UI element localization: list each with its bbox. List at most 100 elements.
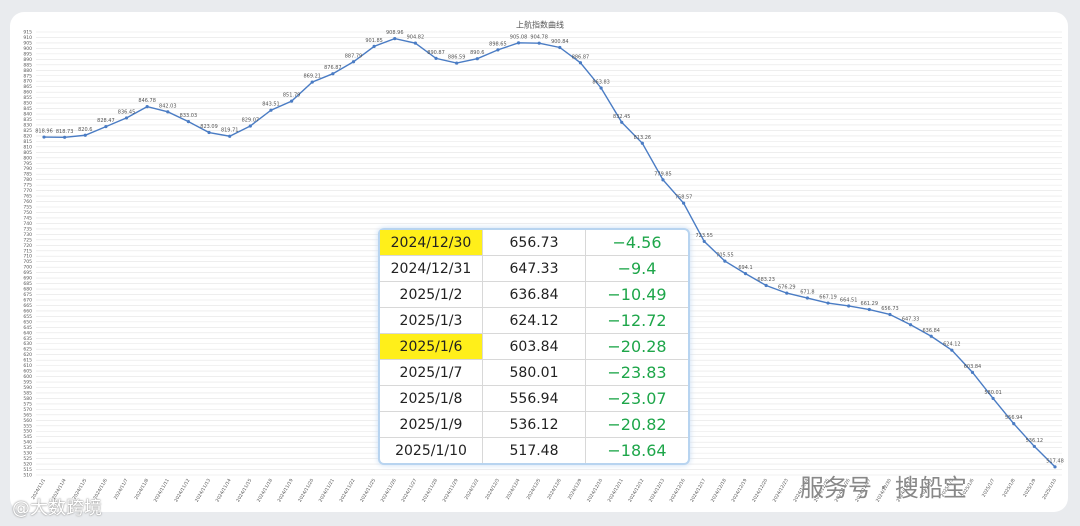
line	[43, 37, 1056, 468]
point	[888, 312, 892, 317]
table-cell: 647.33	[483, 256, 586, 281]
x-tick-label: 2024/11/27	[400, 478, 418, 504]
data-label: 694.1	[738, 265, 752, 271]
x-tick-label: 2024/11/26	[380, 478, 398, 504]
y-tick-label: 660	[23, 308, 32, 314]
y-tick-label: 580	[23, 396, 32, 402]
x-tick-label: 2024/12/9	[567, 478, 584, 501]
y-tick-label: 890	[23, 57, 32, 63]
y-tick-label: 830	[23, 122, 32, 128]
y-tick-label: 845	[23, 106, 32, 112]
y-tick-label: 770	[23, 188, 32, 194]
y-tick-label: 650	[23, 319, 32, 325]
y-tick-label: 840	[23, 112, 32, 118]
data-label: 905.08	[510, 34, 528, 40]
x-tick-label: 2024/11/11	[153, 478, 171, 504]
data-label: 828.47	[97, 118, 115, 124]
point	[826, 301, 830, 305]
y-tick-label: 645	[23, 325, 32, 331]
point	[166, 110, 170, 114]
data-label: 656.73	[881, 306, 899, 312]
data-label: 890.6	[470, 50, 484, 56]
point	[269, 108, 273, 112]
data-label: 898.65	[489, 41, 507, 47]
y-tick-label: 670	[23, 297, 32, 303]
x-tick-label: 2024/12/5	[525, 478, 542, 501]
point	[516, 41, 521, 45]
x-tick-label: 2025/1/7	[981, 478, 996, 499]
data-label: 876.87	[324, 65, 342, 71]
table-cell: −12.72	[607, 311, 667, 330]
data-label: 758.57	[675, 195, 693, 201]
y-tick-label: 735	[23, 226, 32, 232]
point	[785, 291, 789, 295]
data-label: 908.96	[386, 30, 404, 36]
x-tick-label: 2024/12/6	[546, 478, 563, 501]
y-tick-label: 740	[23, 221, 32, 227]
data-label: 705.55	[716, 253, 734, 259]
data-label: 517.48	[1046, 458, 1064, 464]
y-tick-label: 575	[23, 401, 32, 407]
x-tick-label: 2024/11/13	[194, 478, 212, 504]
data-label: 667.19	[819, 295, 837, 301]
table-row: 2025/1/2 636.84 −10.49	[380, 282, 688, 308]
point	[723, 259, 727, 263]
table-cell: 2025/1/6	[380, 334, 483, 359]
x-tick-label: 2024/12/12	[627, 478, 645, 504]
y-tick-label: 910	[23, 35, 32, 41]
x-tick-label: 2024/12/11	[607, 478, 625, 504]
table-row: 2025/1/8 556.94 −23.07	[380, 386, 688, 412]
data-label: 556.94	[1005, 415, 1023, 421]
y-tick-label: 850	[23, 101, 32, 107]
y-tick-label: 535	[23, 445, 32, 451]
y-tick-label: 835	[23, 117, 32, 123]
y-tick-label: 750	[23, 210, 32, 216]
y-tick-label: 550	[23, 429, 32, 435]
y-tick-label: 615	[23, 358, 32, 364]
x-tick-label: 2025/1/10	[1041, 478, 1058, 501]
y-tick-label: 765	[23, 194, 32, 200]
point	[289, 99, 294, 103]
y-tick-label: 685	[23, 281, 32, 287]
x-tick-label: 2024/12/10	[586, 478, 604, 504]
y-tick-label: 565	[23, 412, 32, 418]
y-tick-label: 775	[23, 183, 32, 189]
y-tick-label: 715	[23, 248, 32, 254]
table-cell: 603.84	[483, 334, 586, 359]
data-label: 842.03	[159, 103, 177, 109]
data-label: 818.73	[56, 129, 74, 135]
table-cell: −10.49	[607, 285, 667, 304]
data-label: 819.71	[221, 128, 239, 134]
point	[950, 348, 954, 352]
point	[558, 45, 562, 50]
x-tick-label: 2024/12/16	[668, 478, 686, 504]
data-label: 661.29	[861, 301, 879, 307]
x-tick-label: 2024/11/7	[113, 478, 130, 501]
table-cell: −23.07	[607, 389, 667, 408]
point	[537, 41, 541, 45]
point	[620, 120, 624, 124]
point	[1032, 444, 1036, 449]
point	[331, 72, 335, 76]
y-tick-label: 755	[23, 205, 32, 211]
point	[228, 134, 232, 138]
y-tick-label: 760	[23, 199, 32, 205]
y-tick-label: 610	[23, 363, 32, 369]
point	[908, 323, 913, 327]
table-row: 2025/1/6 603.84 −20.28	[380, 334, 688, 360]
table-cell: 536.12	[483, 412, 586, 437]
x-tick-label: 2024/11/28	[421, 478, 439, 504]
table-cell: −20.82	[607, 415, 667, 434]
table-cell: 2025/1/10	[380, 438, 483, 463]
y-tick-label: 915	[23, 30, 32, 36]
data-label: 624.12	[943, 342, 961, 348]
y-tick-label: 640	[23, 330, 32, 336]
y-tick-label: 710	[23, 254, 32, 260]
point	[805, 296, 810, 300]
data-label: 603.84	[964, 364, 982, 370]
table-cell: 2024/12/30	[380, 230, 483, 255]
x-tick-label: 2024/11/12	[173, 478, 191, 504]
table-cell: 636.84	[483, 282, 586, 307]
x-tick-label: 2024/11/19	[276, 478, 294, 504]
